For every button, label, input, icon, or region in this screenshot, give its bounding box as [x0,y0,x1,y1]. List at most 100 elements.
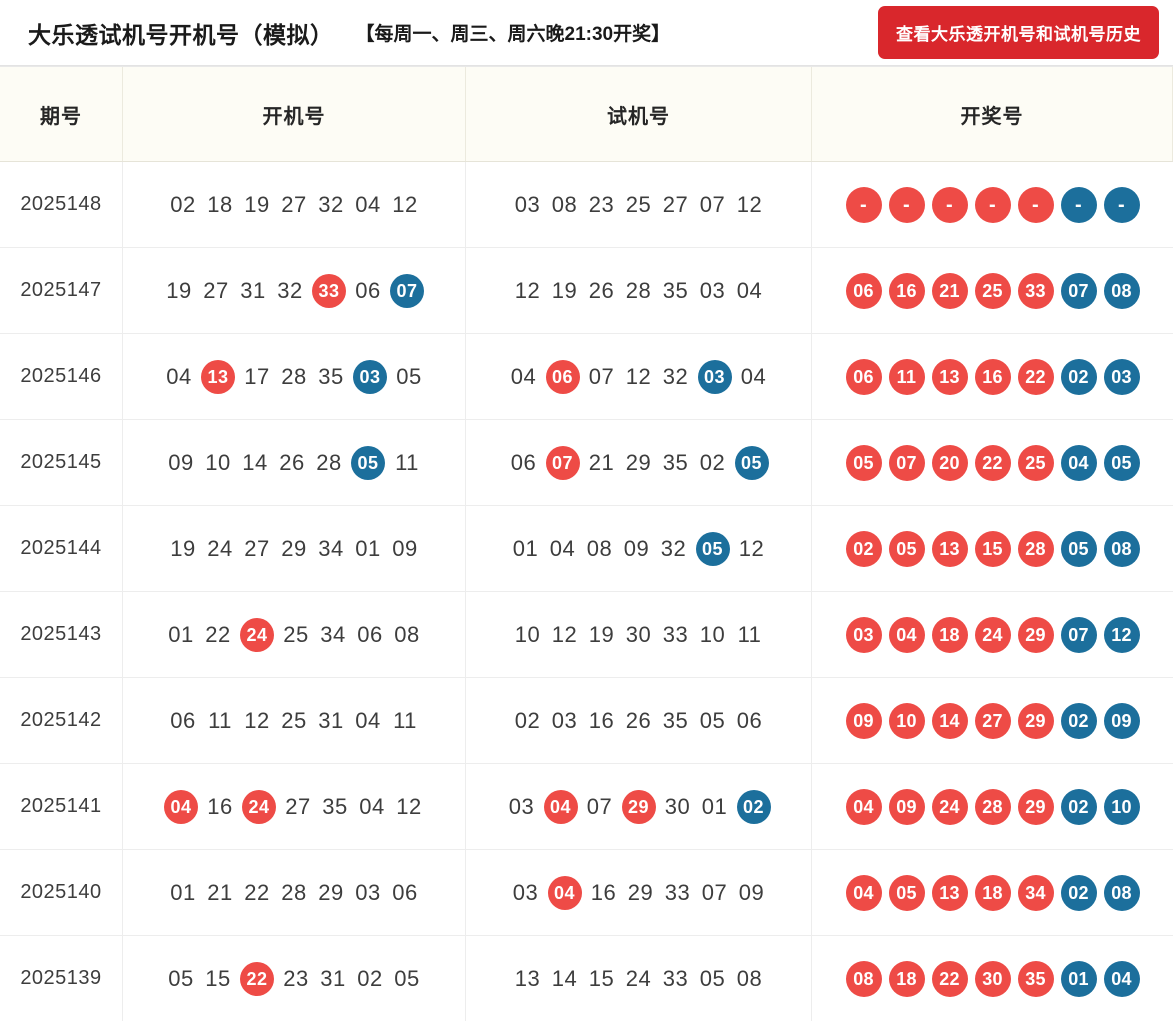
table-row: 2025147 19 27 31 32 33 06 07 12 19 26 28 35 03 04 06 16 2… [0,248,1173,334]
kaiji-number: 12 [396,793,422,819]
winning-ball-group: 06 16 21 25 33 07 08 [845,272,1140,309]
shiji-number: 07 [699,191,726,217]
period-cell: 2025140 [0,850,123,935]
winning-ball-red: 13 [931,358,968,395]
winning-ball-red: 18 [888,960,925,997]
shiji-number: 32 [662,363,689,389]
shiji-number: 23 [588,191,615,217]
table-body: 2025148 02 18 19 27 32 04 12 03 08 23 25 27 07 12- - - - -… [0,162,1173,1021]
table-row: 2025141 04 16 24 27 35 04 12 03 04 07 29 30 01 02 04 09 2… [0,764,1173,850]
shiji-number: 26 [625,707,652,733]
kaiji-number: 11 [208,707,232,733]
kaiji-number: 05 [396,363,422,389]
period-cell: 2025144 [0,506,123,591]
table-row: 2025142 06 11 12 25 31 04 11 02 03 16 26 35 05 06 09 10 1… [0,678,1173,764]
shiji-number-highlight-blue: 03 [697,359,732,394]
shiji-number-sequence: 04 06 07 12 32 03 04 [509,359,769,394]
kaiji-number-sequence: 09 10 14 26 28 05 11 [166,445,422,480]
kaiji-number-sequence: 19 27 31 32 33 06 07 [164,273,424,308]
shiji-number: 27 [662,191,689,217]
draw-schedule-note: 【每周一、周三、周六晚21:30开奖】 [355,24,671,45]
kaiji-number: 04 [359,793,385,819]
view-history-button[interactable]: 查看大乐透开机号和试机号历史 [878,6,1159,59]
shiji-number: 04 [549,535,576,561]
kaiji-number: 01 [170,879,196,905]
pending-ball-blue: - [1103,186,1140,223]
shiji-number: 10 [514,621,541,647]
shiji-number: 08 [736,965,763,991]
period-number: 2025146 [20,365,102,387]
table-row: 2025144 19 24 27 29 34 01 09 01 04 08 09 32 05 12 02 05 1… [0,506,1173,592]
winning-ball-blue: 02 [1060,702,1097,739]
shiji-cell: 04 06 07 12 32 03 04 [466,334,812,419]
kaiji-number: 17 [244,363,270,389]
table-row: 2025143 01 22 24 25 34 06 08 10 12 19 30 33 10 11 03 04 1… [0,592,1173,678]
shiji-number: 09 [623,535,650,561]
shiji-number: 33 [664,879,691,905]
winning-ball-red: 05 [888,530,925,567]
winning-ball-red: 29 [1017,788,1054,825]
shiji-number: 07 [701,879,728,905]
kaiji-number-highlight-red: 24 [240,617,274,652]
shiji-number: 19 [588,621,615,647]
winning-ball-red: 27 [974,702,1011,739]
kaiji-number: 09 [168,449,194,475]
shiji-number: 33 [662,965,689,991]
table-row: 2025145 09 10 14 26 28 05 11 06 07 21 29 35 02 05 05 07 2… [0,420,1173,506]
shiji-number: 12 [514,277,541,303]
kaiji-number: 34 [318,535,344,561]
table-row: 2025146 04 13 17 28 35 03 05 04 06 07 12 32 03 04 06 11 1… [0,334,1173,420]
shiji-number-highlight-blue: 05 [734,445,769,480]
column-header-kaijiang: 开奖号 [812,67,1173,161]
kaiji-number: 01 [355,535,381,561]
kaiji-cell: 01 22 24 25 34 06 08 [123,592,466,677]
winning-ball-blue: 08 [1103,874,1140,911]
kaiji-number: 28 [281,879,307,905]
shiji-number: 11 [737,621,762,647]
shiji-number-sequence: 03 08 23 25 27 07 12 [513,188,765,222]
kaiji-number: 14 [242,449,268,475]
period-cell: 2025147 [0,248,123,333]
kaijiang-cell: 06 11 13 16 22 02 03 [812,334,1173,419]
pending-ball-red: - [888,186,925,223]
winning-ball-red: 18 [931,616,968,653]
shiji-number: 12 [625,363,652,389]
winning-ball-blue: 07 [1060,616,1097,653]
kaiji-number: 05 [394,965,420,991]
shiji-number: 02 [699,449,726,475]
shiji-number-highlight-blue: 05 [695,531,730,566]
shiji-number: 04 [736,277,763,303]
kaiji-cell: 09 10 14 26 28 05 11 [123,420,466,505]
kaiji-number-sequence: 02 18 19 27 32 04 12 [168,188,420,222]
shiji-cell: 06 07 21 29 35 02 05 [466,420,812,505]
winning-ball-red: 33 [1017,272,1054,309]
kaiji-number-highlight-blue: 05 [351,445,385,480]
shiji-number-highlight-red: 29 [621,789,656,824]
kaiji-number-sequence: 19 24 27 29 34 01 09 [168,532,420,566]
period-number: 2025141 [20,795,102,817]
winning-ball-red: 02 [845,530,882,567]
shiji-cell: 12 19 26 28 35 03 04 [466,248,812,333]
winning-ball-blue: 09 [1103,702,1140,739]
shiji-cell: 01 04 08 09 32 05 12 [466,506,812,591]
winning-ball-red: 20 [931,444,968,481]
winning-ball-blue: 12 [1103,616,1140,653]
shiji-number-highlight-blue: 02 [736,789,771,824]
period-number: 2025139 [20,967,102,989]
kaijiang-cell: 02 05 13 15 28 05 08 [812,506,1173,591]
shiji-number: 02 [514,707,541,733]
kaiji-number-highlight-red: 22 [240,961,274,996]
pending-ball-blue: - [1060,186,1097,223]
shiji-number-sequence: 12 19 26 28 35 03 04 [513,274,765,308]
winning-ball-red: 03 [845,616,882,653]
winning-ball-red: 07 [888,444,925,481]
kaiji-number: 11 [395,449,419,475]
shiji-number: 12 [551,621,578,647]
kaiji-number: 19 [170,535,196,561]
winning-ball-red: 11 [888,358,925,395]
winning-ball-blue: 08 [1103,530,1140,567]
kaiji-number: 02 [170,191,196,217]
winning-ball-blue: 02 [1060,358,1097,395]
column-header-shiji-label: 试机号 [607,105,670,128]
